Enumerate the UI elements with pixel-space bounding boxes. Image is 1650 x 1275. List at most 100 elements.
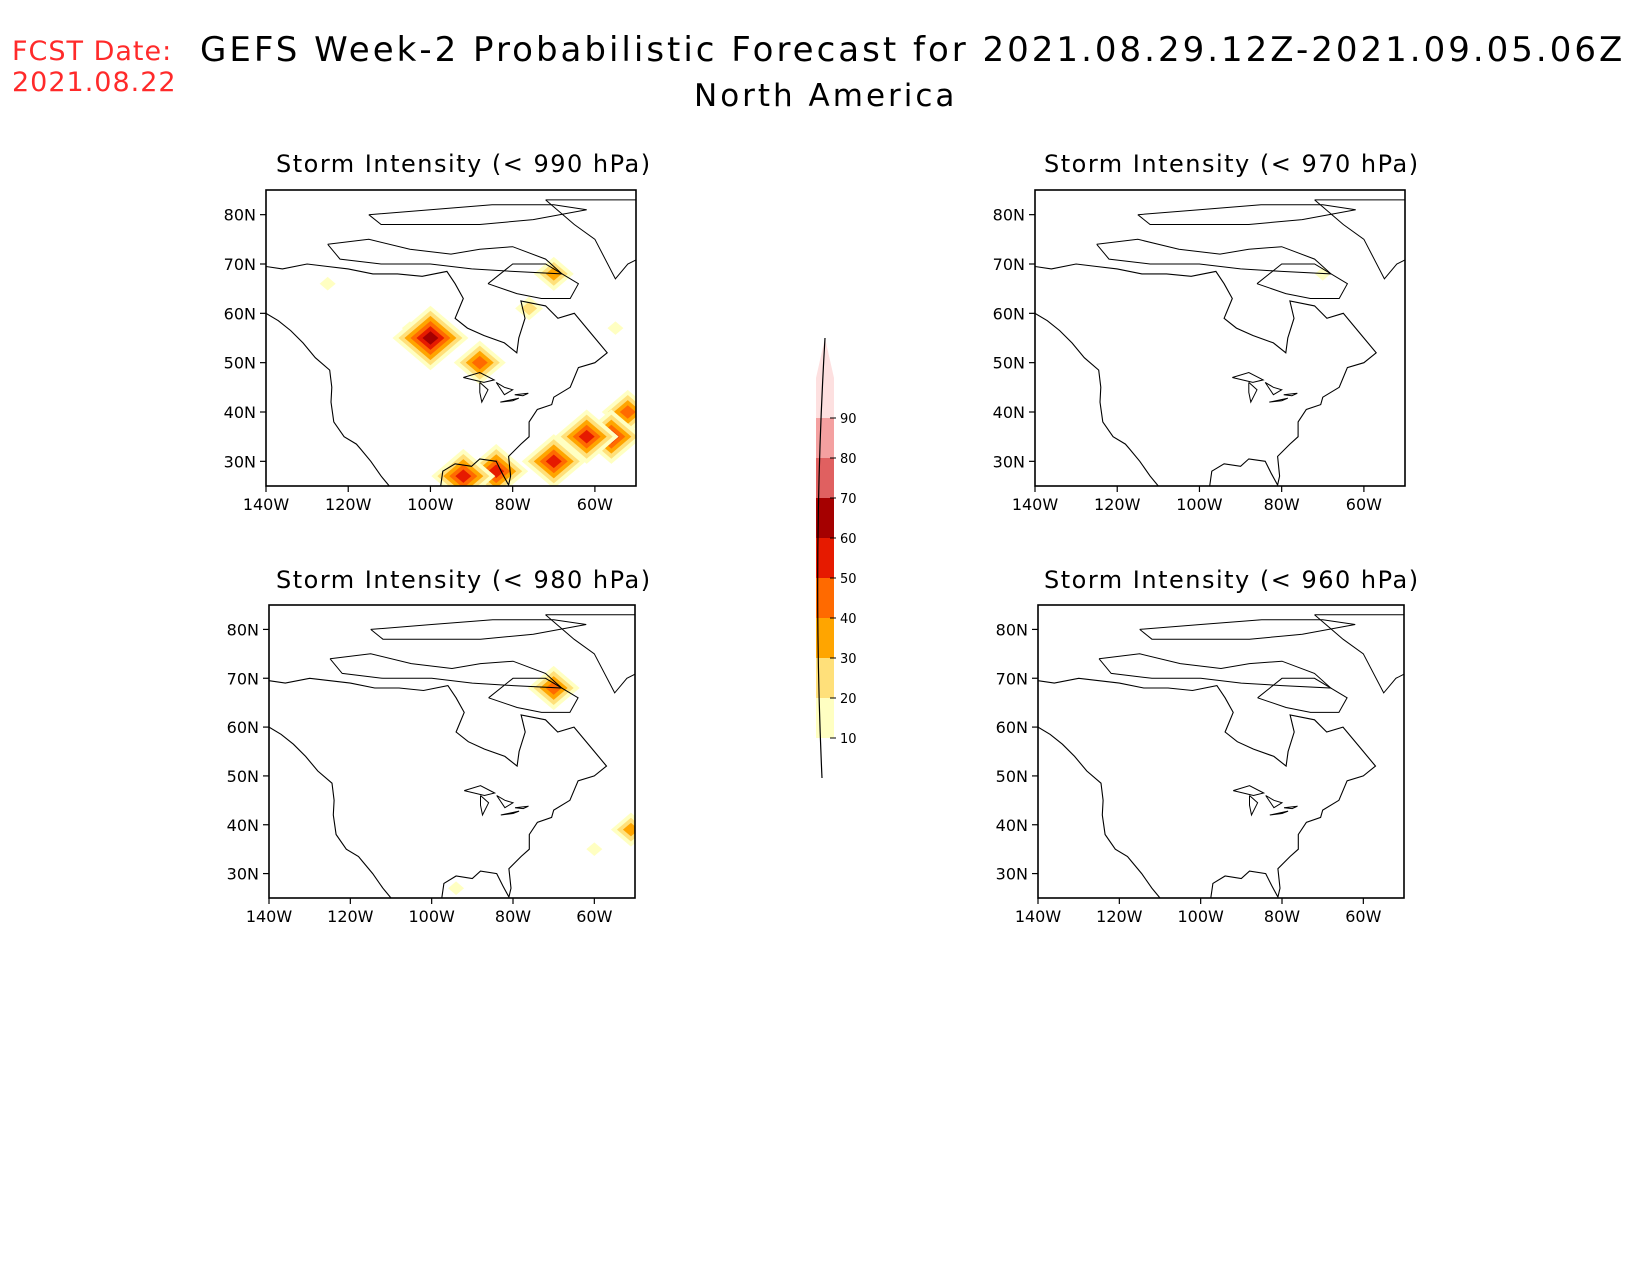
island-outline <box>370 619 587 640</box>
colorbar-swatch <box>816 378 834 418</box>
lat-tick-label: 60N <box>993 304 1025 323</box>
lon-tick-label: 80W <box>495 495 531 514</box>
lon-tick-label: 60W <box>1346 495 1382 514</box>
colorbar-swatch <box>816 578 834 618</box>
lat-tick-label: 60N <box>996 718 1028 737</box>
lat-tick-label: 50N <box>996 767 1028 786</box>
lon-tick-label: 80W <box>495 907 531 926</box>
colorbar-swatch <box>816 538 834 578</box>
island-outline <box>329 653 564 689</box>
map-frame <box>1034 189 1406 487</box>
colorbar-swatch <box>816 498 834 538</box>
lake-outline <box>496 795 515 809</box>
lon-tick-label: 80W <box>1264 907 1300 926</box>
island-outline <box>1096 238 1333 275</box>
lat-tick-label: 50N <box>993 354 1025 373</box>
lat-tick-label: 60N <box>224 304 256 323</box>
probability-area <box>619 405 636 419</box>
map-frame <box>265 189 637 487</box>
lake-outline <box>1232 371 1265 383</box>
lake-outline <box>1248 382 1258 404</box>
island-outline <box>487 263 580 299</box>
probability-area <box>455 469 472 483</box>
lon-tick-label: 60W <box>577 495 613 514</box>
lat-tick-label: 30N <box>227 865 259 884</box>
lake-outline <box>1269 810 1289 816</box>
probability-area <box>422 331 439 345</box>
probability-area <box>607 321 624 335</box>
island-outline <box>1137 204 1356 225</box>
island-outline <box>1139 619 1356 640</box>
forecast-date-label: FCST Date: <box>12 36 173 67</box>
lake-outline <box>514 805 529 810</box>
map-frame <box>268 604 636 899</box>
map-panel-3: 30N 40N 50N 60N 70N 80N 140W 120W 100W 80W 60W <box>996 604 1405 926</box>
lon-tick-label: 120W <box>1094 495 1141 514</box>
lon-tick-label: 140W <box>246 907 293 926</box>
colorbar-label: 20 <box>840 692 857 707</box>
island-outline <box>1098 653 1333 689</box>
colorbar: 10 20 30 40 50 60 70 80 90 <box>816 337 857 779</box>
figure-title: GEFS Week-2 Probabilistic Forecast for 2… <box>200 30 1626 70</box>
lon-tick-label: 140W <box>1012 495 1059 514</box>
island-outline <box>327 238 564 275</box>
lon-tick-label: 140W <box>243 495 290 514</box>
lake-outline <box>1233 785 1266 797</box>
lake-outline <box>480 795 490 817</box>
lake-outline <box>463 371 496 383</box>
colorbar-outline <box>817 337 826 779</box>
panel-title-980: Storm Intensity (< 980 hPa) <box>276 566 652 594</box>
lat-tick-label: 80N <box>224 206 256 225</box>
lake-outline <box>1264 381 1283 396</box>
island-outline <box>368 204 587 225</box>
probability-area <box>521 301 538 316</box>
lat-tick-label: 40N <box>227 816 259 835</box>
lake-outline <box>464 785 497 797</box>
lat-tick-label: 50N <box>227 767 259 786</box>
panel-title-990: Storm Intensity (< 990 hPa) <box>276 150 652 178</box>
colorbar-label: 10 <box>840 732 857 747</box>
probability-area <box>578 429 595 444</box>
island-outline <box>545 614 635 694</box>
colorbar-tip <box>816 338 834 378</box>
lon-tick-label: 100W <box>1176 495 1223 514</box>
colorbar-swatch <box>816 618 834 658</box>
colorbar-label: 70 <box>840 492 857 507</box>
figure-subtitle: North America <box>694 78 958 114</box>
lon-tick-label: 60W <box>576 907 612 926</box>
lat-tick-label: 70N <box>224 255 256 274</box>
colorbar-label: 90 <box>840 412 857 427</box>
forecast-date: FCST Date: 2021.08.22 <box>12 36 177 98</box>
lake-outline <box>1269 397 1288 403</box>
island-outline <box>545 199 636 280</box>
probability-area <box>545 454 562 469</box>
lat-tick-label: 80N <box>227 620 259 639</box>
lon-tick-label: 100W <box>407 495 454 514</box>
colorbar-swatch <box>816 418 834 458</box>
island-outline <box>1257 677 1348 713</box>
coastline <box>269 677 608 898</box>
lat-tick-label: 30N <box>224 452 256 471</box>
lake-outline <box>1283 392 1298 397</box>
lake-outline <box>495 381 514 396</box>
map-frame <box>1037 604 1405 899</box>
map-panel-1: 30N 40N 50N 60N 70N 80N 140W 120W 100W 80W 60W <box>993 189 1406 514</box>
island-outline <box>1314 614 1404 694</box>
coastline <box>1038 677 1377 898</box>
lon-tick-label: 120W <box>1096 907 1143 926</box>
coastline <box>1035 263 1377 486</box>
colorbar-swatch <box>816 458 834 498</box>
lake-outline <box>479 382 489 404</box>
forecast-date-value: 2021.08.22 <box>12 67 177 98</box>
lake-outline <box>1249 795 1259 817</box>
lat-tick-label: 70N <box>227 669 259 688</box>
lat-tick-label: 70N <box>993 255 1025 274</box>
colorbar-label: 60 <box>840 532 857 547</box>
lake-outline <box>514 392 529 397</box>
colorbar-label: 40 <box>840 612 857 627</box>
coastline <box>269 726 392 898</box>
lat-tick-label: 80N <box>996 620 1028 639</box>
island-outline <box>1256 263 1349 299</box>
lat-tick-label: 40N <box>996 816 1028 835</box>
